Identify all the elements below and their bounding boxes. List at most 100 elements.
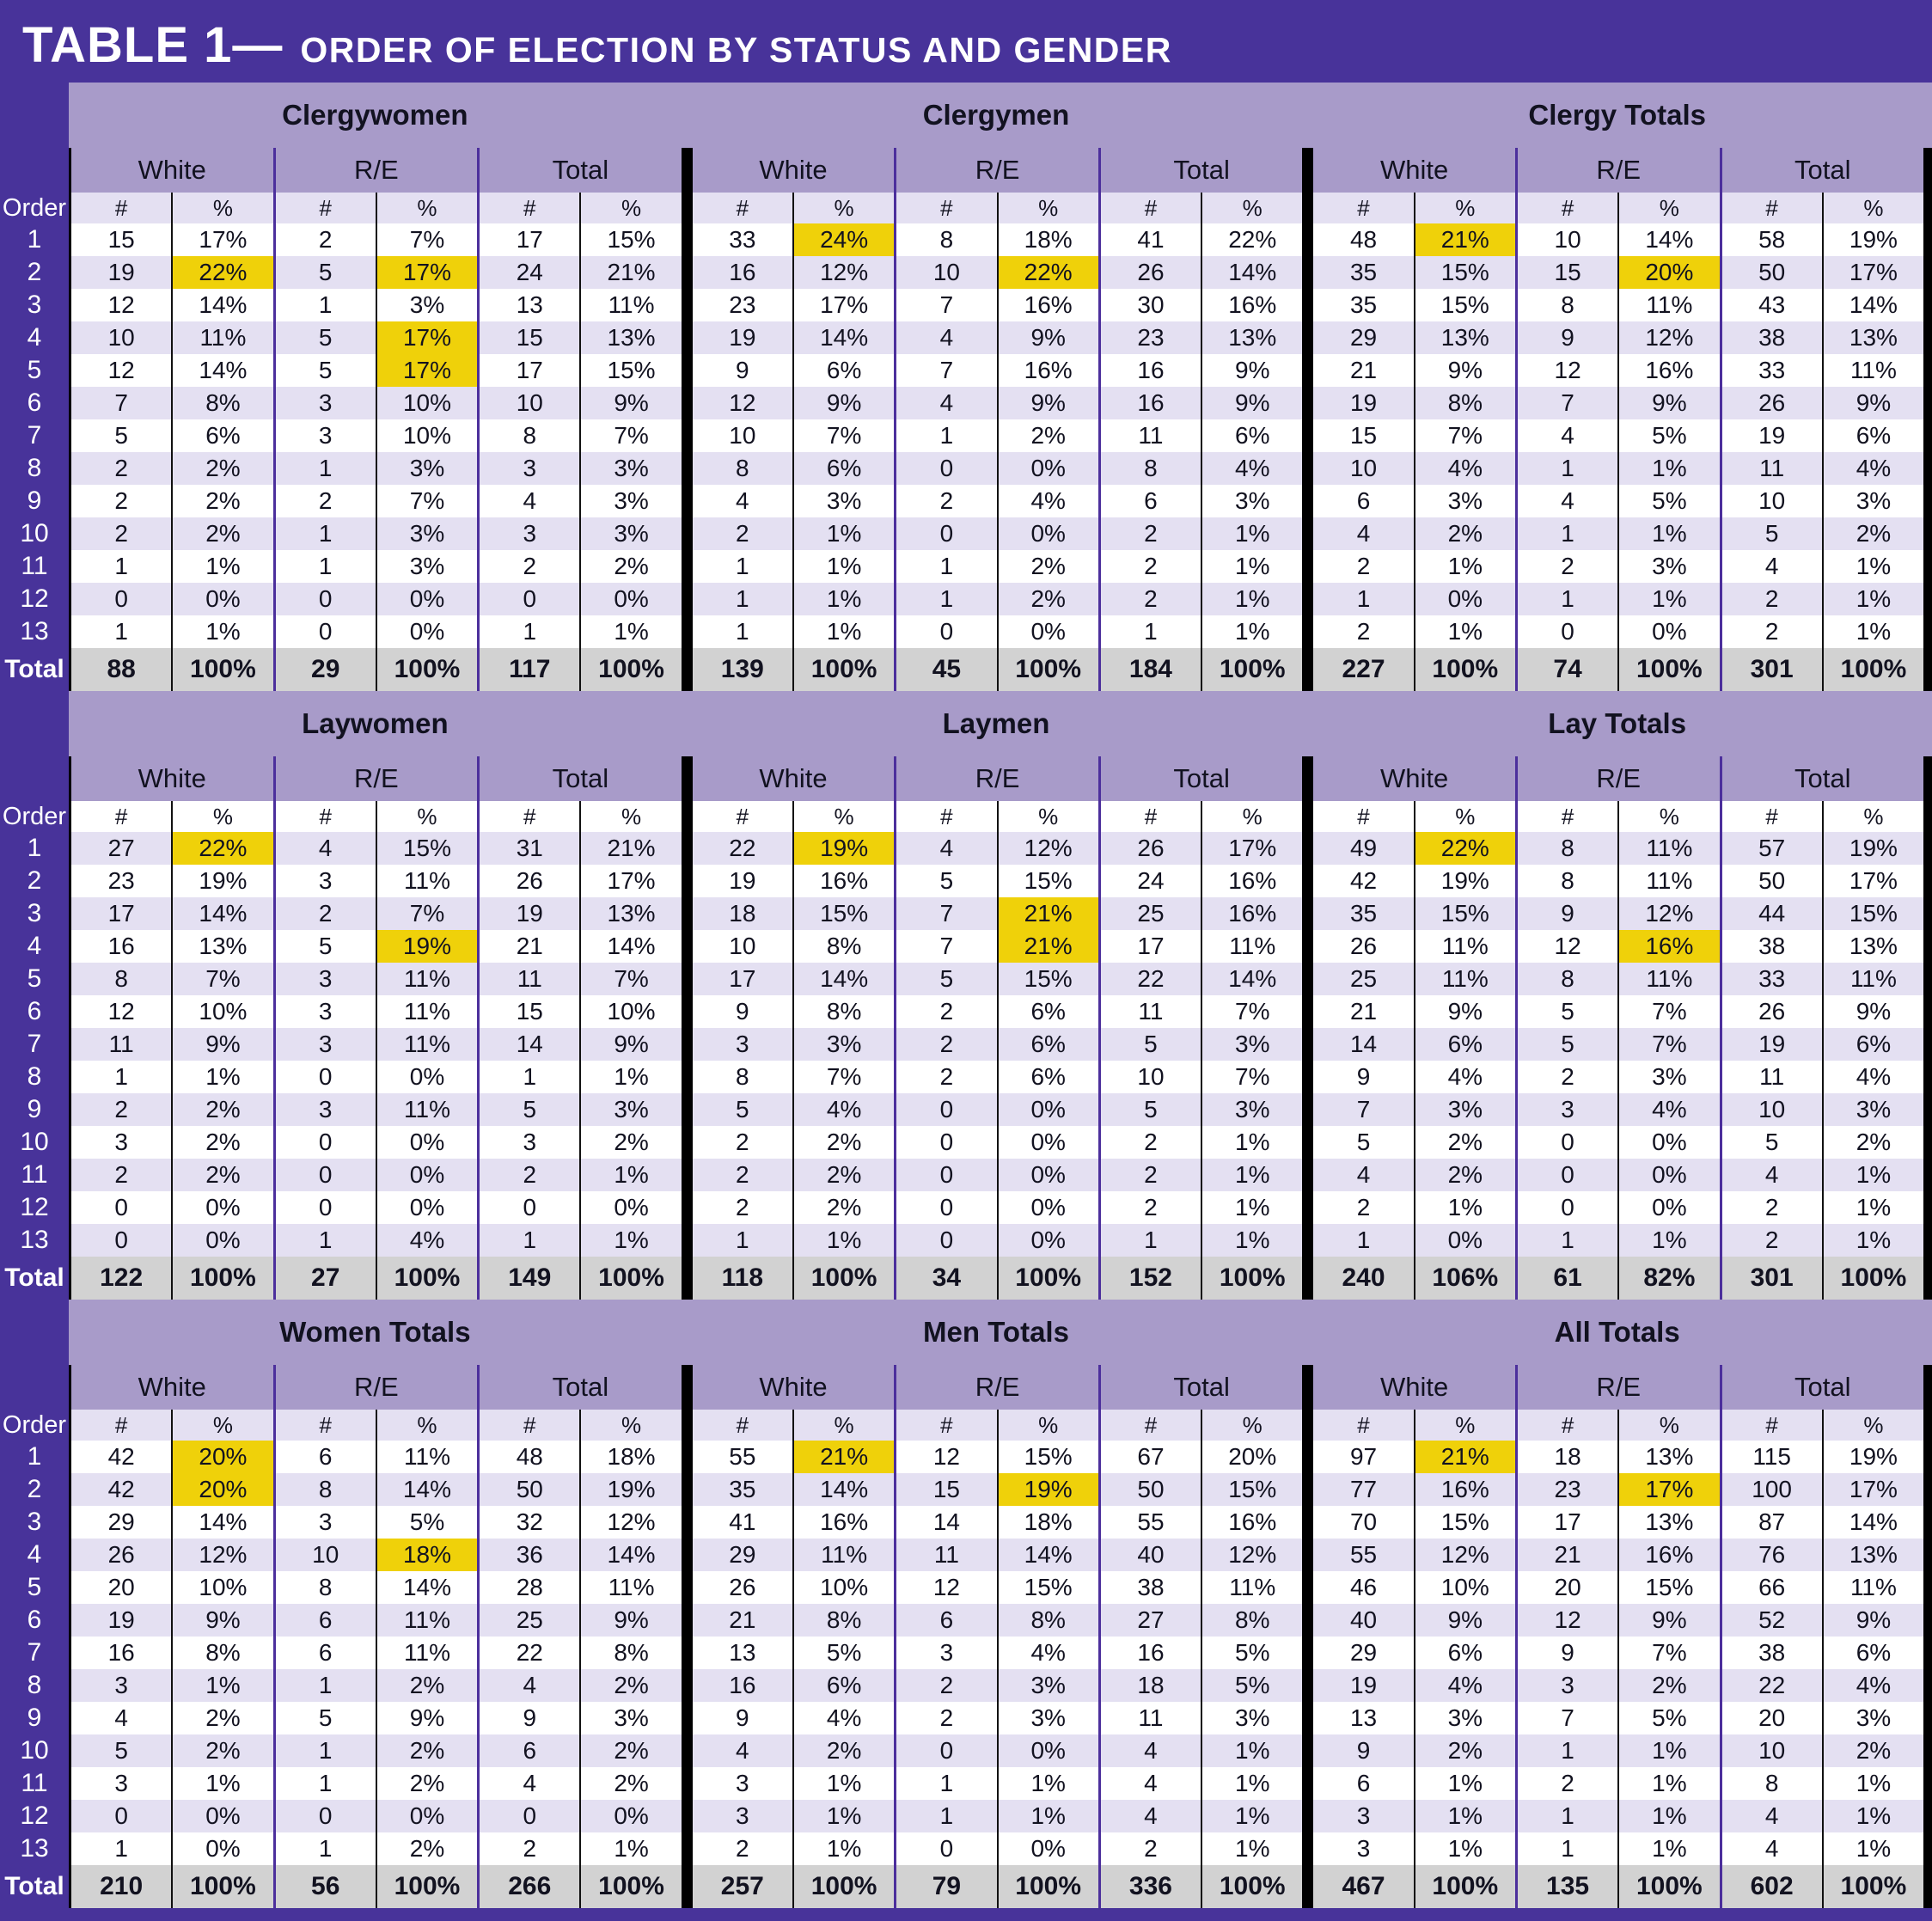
data-cell: 0 — [272, 1800, 376, 1832]
data-cell: 14% — [1821, 1506, 1923, 1539]
data-cell: 11% — [375, 1028, 477, 1061]
table-row-order-1: 1 42 20% 6 11% 48 18% 55 21% 12 15% 67 20% 97 21% 18 13%… — [0, 1441, 1932, 1473]
data-cell: 9% — [375, 1702, 477, 1734]
unit-header: % — [375, 193, 477, 223]
data-cell: 0% — [1617, 1126, 1719, 1159]
data-cell: 12 — [689, 387, 792, 419]
data-cell: 16 — [1097, 387, 1201, 419]
unit-header: # — [272, 1410, 376, 1441]
highlighted-cell: 17% — [375, 354, 478, 387]
data-cell: 13 — [1311, 1702, 1413, 1734]
data-cell: 6 — [272, 1604, 376, 1637]
data-cell: 16% — [1617, 1539, 1719, 1571]
data-cell: 3 — [689, 1767, 792, 1800]
row-label: 13 — [0, 1224, 69, 1257]
row-label: 4 — [0, 1539, 69, 1571]
data-cell: 50 — [477, 1473, 579, 1506]
data-cell: 26 — [1097, 256, 1201, 289]
group-divider-bar — [1302, 995, 1311, 1028]
data-cell: 1 — [272, 452, 376, 485]
unit-header: # — [1514, 801, 1617, 832]
row-label: 2 — [0, 865, 69, 897]
total-cell: 100% — [579, 1865, 681, 1908]
data-cell: 23 — [1097, 321, 1201, 354]
data-cell: 2 — [477, 550, 579, 583]
table-row-order-4: 4 26 12% 10 18% 36 14% 29 11% 11 14% 40 12% 55 12% 21 16… — [0, 1539, 1932, 1571]
data-cell: 50 — [1719, 256, 1822, 289]
data-cell: 1% — [1201, 583, 1302, 615]
group-divider-bar — [1302, 1300, 1311, 1365]
row-label: 3 — [0, 897, 69, 930]
row-label: 6 — [0, 1604, 69, 1637]
data-cell: 55 — [689, 1441, 792, 1473]
section-totals: Women Totals Men Totals All Totals White R/E… — [0, 1300, 1932, 1908]
data-cell: 4% — [1821, 1061, 1923, 1093]
data-cell: 11% — [171, 321, 272, 354]
data-cell: 3% — [792, 485, 894, 517]
data-cell: 3 — [477, 452, 579, 485]
data-cell: 9% — [1201, 387, 1302, 419]
data-cell: 0 — [894, 1224, 996, 1257]
unit-header: % — [579, 801, 681, 832]
group-divider-bar — [1923, 1257, 1932, 1300]
data-cell: 14% — [1201, 963, 1302, 995]
column-group-header-row: White R/E Total White R/E Total White R/E Total — [0, 756, 1932, 801]
data-cell: 13% — [1413, 321, 1515, 354]
group-divider-bar — [1302, 756, 1311, 801]
unit-header: % — [1201, 1410, 1302, 1441]
data-cell: 4 — [1097, 1734, 1201, 1767]
data-cell: 2% — [579, 1767, 681, 1800]
data-cell: 58 — [1719, 223, 1822, 256]
group-divider-bar — [1302, 550, 1311, 583]
data-cell: 0 — [1514, 1126, 1617, 1159]
data-cell: 19% — [1413, 865, 1515, 897]
data-cell: 8 — [69, 963, 171, 995]
data-cell: 6 — [477, 1734, 579, 1767]
data-cell: 11% — [375, 1604, 477, 1637]
data-cell: 2 — [1097, 1159, 1201, 1191]
data-cell: 43 — [1719, 289, 1822, 321]
group-divider-bar — [681, 1441, 690, 1473]
group-divider-bar — [1923, 648, 1932, 691]
total-cell: 100% — [171, 648, 272, 691]
data-cell: 0 — [894, 1126, 996, 1159]
unit-header: % — [1201, 801, 1302, 832]
data-cell: 0% — [996, 517, 1098, 550]
data-cell: 8 — [1514, 832, 1617, 865]
unit-header: % — [171, 193, 272, 223]
data-cell: 5 — [69, 1734, 171, 1767]
data-cell: 14% — [1201, 256, 1302, 289]
unit-header: # — [689, 1410, 792, 1441]
column-header-total: Total — [477, 1365, 682, 1410]
total-cell: 56 — [272, 1865, 376, 1908]
data-cell: 16% — [1617, 354, 1719, 387]
data-cell: 2% — [1821, 517, 1923, 550]
group-divider-bar — [1302, 1191, 1311, 1224]
unit-header: # — [1311, 801, 1413, 832]
group-divider-bar — [1923, 832, 1932, 865]
group-divider-bar — [1302, 963, 1311, 995]
data-cell: 3% — [1617, 1061, 1719, 1093]
data-cell: 9% — [171, 1028, 272, 1061]
data-cell: 18 — [1514, 1441, 1617, 1473]
table-row-order-7: 7 16 8% 6 11% 22 8% 13 5% 3 4% 16 5% 29 6% 9 7% 38 6% — [0, 1637, 1932, 1669]
data-cell: 29 — [69, 1506, 171, 1539]
table-row-order-3: 3 12 14% 1 3% 13 11% 23 17% 7 16% 30 16% 35 15% 8 11% 43 1… — [0, 289, 1932, 321]
data-cell: 8 — [272, 1571, 376, 1604]
data-cell: 1 — [272, 1734, 376, 1767]
data-cell: 24 — [1097, 865, 1201, 897]
unit-header: % — [792, 801, 894, 832]
data-cell: 1% — [1821, 1159, 1923, 1191]
total-row-label: Total — [0, 1257, 69, 1300]
data-cell: 2% — [792, 1191, 894, 1224]
data-cell: 7% — [792, 1061, 894, 1093]
data-cell: 1 — [1514, 1800, 1617, 1832]
data-cell: 4 — [1719, 550, 1822, 583]
data-cell: 4 — [894, 832, 996, 865]
group-divider-bar — [1302, 1669, 1311, 1702]
total-cell: 100% — [996, 648, 1098, 691]
data-cell: 3 — [1311, 1832, 1413, 1865]
unit-header: # — [272, 801, 376, 832]
data-cell: 8% — [1201, 1604, 1302, 1637]
data-cell: 4 — [477, 485, 579, 517]
